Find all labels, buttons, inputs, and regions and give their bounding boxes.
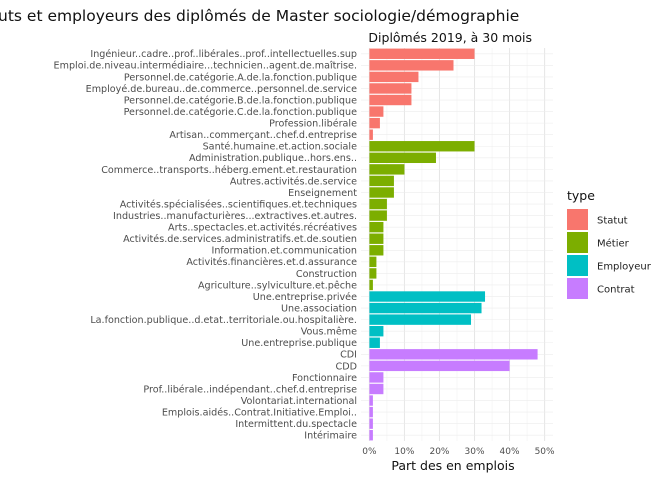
bars [369,48,538,441]
bar [369,117,380,129]
y-tick-label: Agriculture..sylviculture.et.pêche [198,279,357,291]
bar [369,256,377,268]
y-tick-label: Intérimaire [304,430,357,442]
bar [369,83,412,94]
y-tick-label: Emploi.de.niveau.intermédiaire...technic… [54,60,357,72]
bar [369,175,394,187]
bar [369,337,380,348]
bar [369,406,373,418]
legend-entry: Statut [597,216,628,227]
y-tick-label: Ingénieur..cadre..prof..libérales..prof.… [90,48,357,60]
bar [369,279,373,291]
x-tick-label: 40% [500,447,520,457]
y-tick-label: Activités.de.services.administratifs.et.… [123,233,357,245]
x-tick-label: 20% [429,447,449,457]
bar [369,291,486,302]
y-tick-label: Enseignement [288,188,357,199]
x-axis-ticks: 0% 10% 20% 30% 40% 50% [362,447,555,457]
y-tick-label: Commerce..transports..héberg.ement.et.re… [101,164,357,176]
bar [369,395,373,406]
y-tick-label: Une.association [281,303,357,314]
chart-title: uts et employeurs des diplômés de Master… [0,7,519,25]
y-tick-label: Personnel.de.catégorie.C.de.la.fonction.… [124,106,357,118]
y-tick-label: Emplois.aidés..Contrat.Initiative.Emploi… [162,407,357,419]
bar [369,302,482,314]
bar [369,430,373,441]
grid-lines [361,48,553,441]
y-tick-label: Arts..spectacles.et.activités.récréative… [168,222,357,234]
legend-swatch [567,209,588,230]
y-tick-label: Profession.libérale [269,118,357,130]
legend-entry: Métier [597,238,630,250]
y-tick-label: Autres.activités.de.service [230,175,357,187]
bar [369,221,384,233]
legend-swatch [567,232,588,253]
chart-subtitle: Diplômés 2019, à 30 mois [368,30,532,45]
y-tick-label: Une.entreprise.privée [253,291,357,303]
bar [369,106,384,117]
x-tick-label: 0% [362,447,377,457]
y-tick-label: Personnel.de.catégorie.B.de.la.fonction.… [124,94,357,106]
bar [369,383,384,395]
bar [369,94,412,106]
legend-swatch [567,278,588,299]
legend: type Statut Métier Employeur Contrat [567,188,652,299]
legend-swatch [567,255,588,276]
bar [369,187,394,198]
y-tick-label: Santé.humaine.et.action.sociale [203,141,357,153]
y-tick-label: Artisan..commerçant..chef.d.entreprise [169,130,357,141]
y-tick-label: Prof..libérale..indépendant..chef.d.entr… [143,383,357,395]
y-tick-label: Information.et.communication [212,246,358,257]
y-tick-label: Employé.de.bureau..de.commerce..personne… [86,83,357,95]
legend-entry: Employeur [597,262,652,273]
x-tick-label: 10% [394,447,414,457]
bar [369,48,475,59]
y-tick-label: CDD [336,361,357,372]
bar [369,210,387,221]
y-tick-label: La.fonction.publique..d.etat..territoria… [90,314,357,326]
x-tick-label: 50% [535,447,555,457]
y-tick-label: CDI [340,350,357,361]
legend-entry: Contrat [597,285,635,296]
bar [369,349,538,360]
bar [369,141,475,152]
y-tick-label: Administration.publique..hors.ens.. [189,153,357,164]
bar [369,129,373,140]
bar [369,314,472,325]
bar [369,233,384,244]
bar [369,164,405,175]
y-tick-label: Intermittent.du.spectacle [235,419,357,430]
y-tick-label: Industries..manufacturières...extractive… [113,210,357,222]
y-tick-label: Activités.financières.et.d.assurance [186,256,357,268]
bar [369,372,384,383]
x-axis-label: Part des en emplois [391,458,514,473]
bar [369,245,384,256]
y-tick-label: Personnel.de.catégorie.A.de.la.fonction.… [124,71,357,83]
bar [369,71,419,83]
bar [369,360,510,372]
y-tick-label: Construction [296,269,357,280]
y-axis-labels: Ingénieur..cadre..prof..libérales..prof.… [54,48,358,441]
bar [369,152,436,164]
bar [369,60,454,71]
bar [369,268,377,279]
y-tick-label: Fonctionnaire [292,373,357,384]
x-tick-label: 30% [465,447,485,457]
y-tick-label: Une.entreprise.publique [241,338,357,349]
y-tick-label: Activités.spécialisées..scientifiques.et… [120,198,357,210]
y-tick-label: Vous.même [301,326,357,338]
bar [369,418,373,429]
y-tick-label: Volontariat.international [241,396,357,407]
bar [369,198,387,210]
bar [369,325,384,337]
legend-title: type [567,188,595,203]
